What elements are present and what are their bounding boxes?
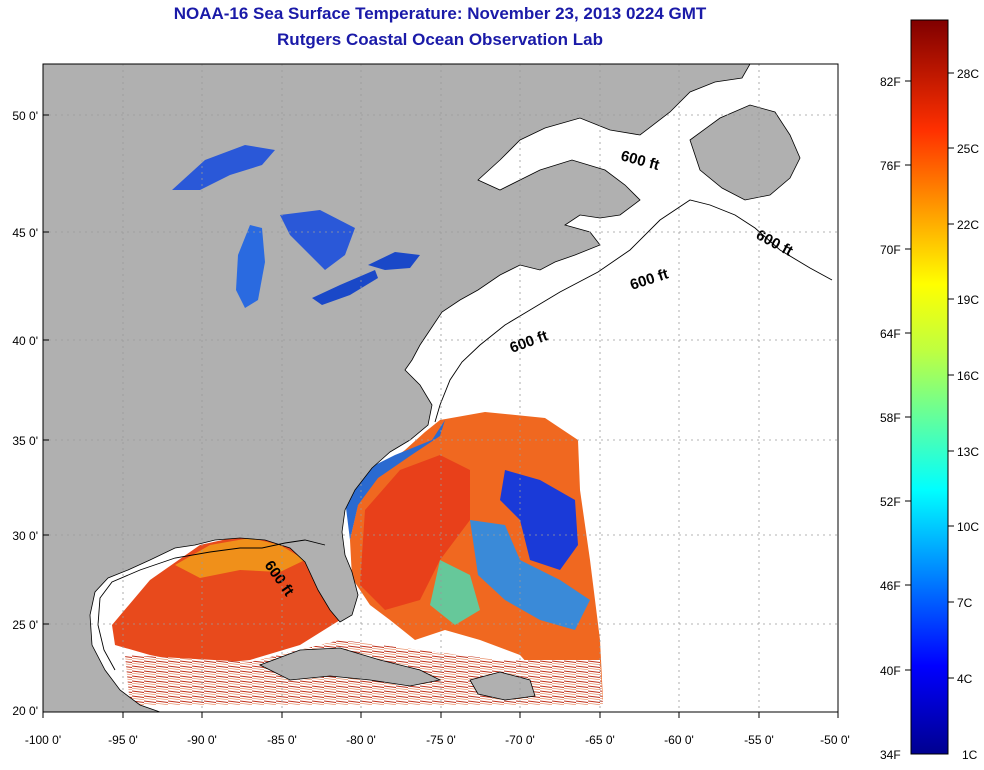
sst-atlantic-warm — [360, 455, 470, 610]
sst-green-patch — [430, 560, 480, 625]
lat-label: 50 0' — [12, 109, 38, 123]
contour-600ft — [97, 199, 833, 671]
colorbar-f-label: 64F — [880, 327, 901, 341]
lon-label: -75 0' — [426, 733, 456, 747]
land-newfoundland — [689, 104, 801, 201]
lat-label: 30 0' — [12, 529, 38, 543]
land-hispaniola — [469, 671, 536, 701]
graticule — [43, 64, 838, 712]
colorbar-f-label: 82F — [880, 75, 901, 89]
colorbar-c-label: 22C — [957, 218, 980, 232]
lon-label: -60 0' — [664, 733, 694, 747]
colorbar-c-label: 10C — [957, 520, 980, 534]
lon-label: -100 0' — [24, 733, 62, 747]
colorbar-c-label: 25C — [957, 142, 980, 156]
axis-ticks — [42, 114, 839, 718]
lake-erie — [312, 270, 378, 305]
lon-label: -55 0' — [744, 733, 774, 747]
lat-label: 45 0' — [12, 226, 38, 240]
colorbar-f-label: 70F — [880, 243, 901, 257]
lon-label: -70 0' — [505, 733, 535, 747]
land-cuba — [259, 647, 442, 687]
colorbar-f-label: 76F — [880, 159, 901, 173]
lon-label: -95 0' — [108, 733, 138, 747]
map-subtitle: Rutgers Coastal Ocean Observation Lab — [277, 30, 603, 49]
sst-gulf-north — [175, 538, 305, 578]
colorbar-c-label: 7C — [957, 596, 973, 610]
colorbar-ticks — [905, 72, 954, 679]
land-north-america — [43, 64, 751, 712]
colorbar-c-label: 19C — [957, 293, 980, 307]
lon-label: -90 0' — [187, 733, 217, 747]
colorbar-c-label: 13C — [957, 445, 980, 459]
sst-coastal-cold — [345, 420, 445, 540]
colorbar-c-label: 1C — [962, 748, 978, 762]
colorbar-c-label: 28C — [957, 67, 980, 81]
sst-cool-patch — [470, 520, 590, 630]
colorbar-f-label: 40F — [880, 664, 901, 678]
lake-superior — [172, 145, 275, 190]
lat-label: 20 0' — [12, 704, 38, 718]
colorbar-c-label: 4C — [957, 672, 973, 686]
lake-ontario — [368, 252, 420, 270]
colorbar-f-label: 58F — [880, 411, 901, 425]
lon-label: -65 0' — [585, 733, 615, 747]
colorbar — [910, 19, 949, 755]
lon-label: -80 0' — [346, 733, 376, 747]
lat-label: 35 0' — [12, 434, 38, 448]
lake-michigan — [236, 225, 265, 308]
lat-label: 25 0' — [12, 618, 38, 632]
sst-cold-patch — [500, 470, 578, 570]
colorbar-f-label: 52F — [880, 495, 901, 509]
map-title: NOAA-16 Sea Surface Temperature: Novembe… — [173, 4, 707, 23]
colorbar-f-label: 34F — [880, 748, 901, 762]
lake-huron — [280, 210, 355, 270]
colorbar-c-label: 16C — [957, 369, 980, 383]
lon-label: -50 0' — [820, 733, 850, 747]
colorbar-f-label: 46F — [880, 579, 901, 593]
lat-label: 40 0' — [12, 334, 38, 348]
lon-label: -85 0' — [267, 733, 297, 747]
